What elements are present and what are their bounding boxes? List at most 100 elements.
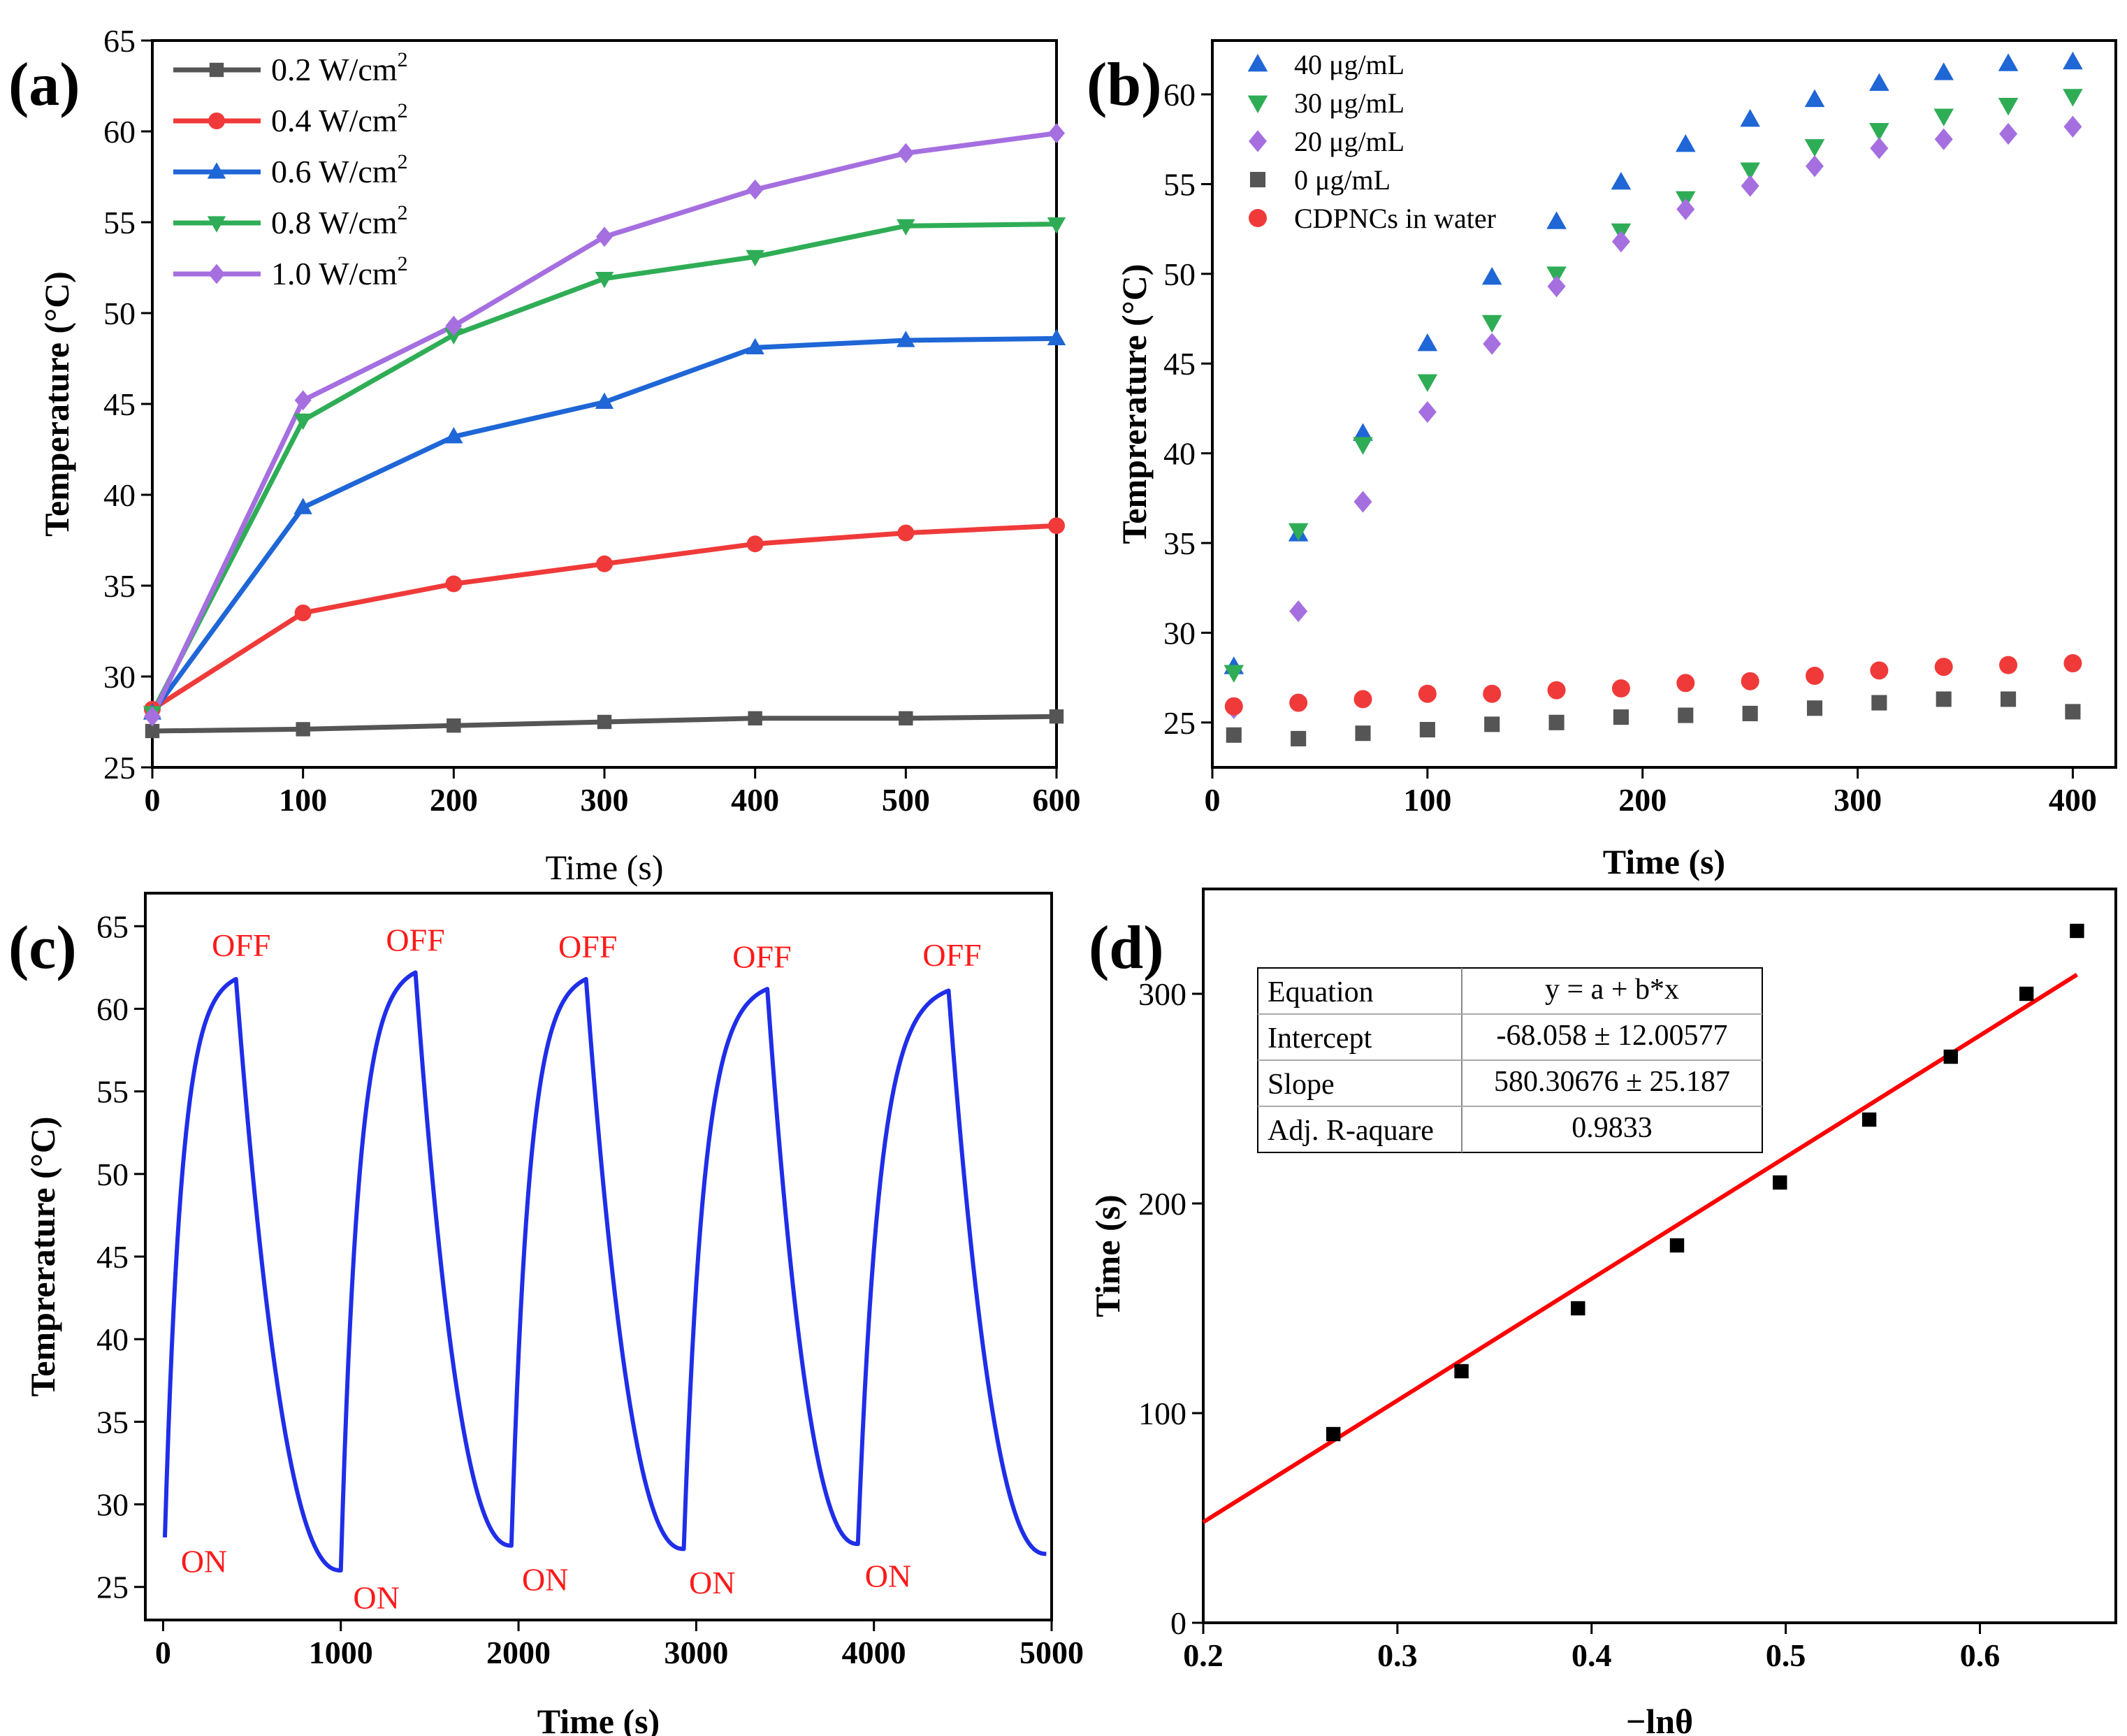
- x-tick-label: 0.6: [1960, 1637, 2001, 1673]
- cycle-annotation: ON: [181, 1543, 227, 1579]
- x-axis-title: Time (s): [537, 1702, 660, 1736]
- data-point-b-0: [1481, 267, 1502, 285]
- cycle-annotation: OFF: [558, 929, 617, 964]
- data-point-a-0: [145, 723, 160, 739]
- legend-label: 0 μg/mL: [1294, 164, 1391, 196]
- x-tick-label: 0.2: [1183, 1637, 1224, 1673]
- data-point-d: [1571, 1301, 1585, 1316]
- legend-marker: [207, 162, 226, 179]
- data-point-a-0: [1049, 709, 1064, 724]
- data-point-a-2: [444, 427, 463, 444]
- x-axis-title: −lnθ: [1626, 1702, 1693, 1736]
- data-point-b-2: [1289, 600, 1308, 623]
- y-tick-label: 60: [103, 114, 136, 150]
- data-point-b-1: [1224, 665, 1244, 683]
- data-point-a-3: [1047, 217, 1066, 234]
- y-tick-label: 55: [96, 1074, 129, 1110]
- data-point-b-1: [1546, 266, 1567, 284]
- data-point-b-2: [1547, 275, 1566, 298]
- data-point-b-4: [1999, 656, 2018, 674]
- fit-table-key: Intercept: [1268, 1022, 1372, 1055]
- data-point-a-4: [897, 143, 915, 164]
- data-point-b-4: [1741, 672, 1759, 690]
- x-tick-label: 300: [581, 782, 629, 818]
- y-tick-label: 30: [1163, 615, 1196, 651]
- data-point-b-0: [1998, 53, 2019, 71]
- legend-label: 0.4 W/cm2: [271, 99, 408, 138]
- data-point-a-4: [1048, 123, 1065, 143]
- cycle-annotation: OFF: [922, 937, 981, 973]
- legend-label-sup: 2: [398, 252, 408, 275]
- data-point-b-0: [1740, 109, 1760, 127]
- legend-label: CDPNCs in water: [1294, 203, 1496, 234]
- legend-marker: [1249, 209, 1267, 227]
- data-point-b-1: [1998, 98, 2019, 116]
- legend-marker: [1247, 95, 1268, 113]
- panel-label: (b): [1087, 51, 1162, 119]
- data-point-d: [1943, 1049, 1959, 1064]
- data-point-a-2: [746, 338, 764, 354]
- legend-label: 0.6 W/cm2: [271, 150, 408, 189]
- fit-table-value: y = a + b*x: [1545, 974, 1679, 1006]
- fit-table-value: 580.30676 ± 25.187: [1494, 1066, 1730, 1098]
- data-point-b-0: [1804, 89, 1825, 108]
- data-point-a-2: [595, 392, 614, 409]
- data-point-a-3: [293, 413, 312, 431]
- data-point-a-4: [294, 390, 312, 411]
- data-point-a-4: [144, 706, 161, 727]
- legend-label: 30 μg/mL: [1294, 87, 1404, 119]
- data-point-b-4: [1870, 661, 1889, 680]
- data-point-b-4: [1289, 693, 1308, 712]
- legend-label-text: 0.4 W/cm: [271, 103, 398, 138]
- x-tick-label: 0: [145, 782, 161, 818]
- y-tick-label: 50: [1163, 256, 1196, 292]
- legend-label-sup: 2: [398, 99, 408, 122]
- data-point-b-3: [1291, 730, 1307, 746]
- data-point-b-3: [1871, 695, 1887, 711]
- data-point-b-2: [1353, 491, 1372, 513]
- data-point-b-2: [1934, 128, 1953, 150]
- data-point-b-3: [1548, 714, 1565, 730]
- data-point-b-0: [1933, 62, 1954, 80]
- data-point-a-3: [896, 219, 915, 236]
- x-tick-label: 0: [1205, 782, 1221, 818]
- y-tick-label: 45: [1163, 346, 1196, 382]
- legend-marker: [1247, 54, 1268, 72]
- data-point-b-4: [1676, 674, 1695, 693]
- data-point-b-3: [1613, 709, 1629, 725]
- data-point-a-3: [444, 328, 463, 345]
- data-point-d: [1773, 1175, 1787, 1190]
- legend-label-sup: 2: [398, 150, 408, 173]
- cycle-annotation: OFF: [386, 923, 444, 958]
- legend-label-text: 0.2 W/cm: [271, 52, 398, 87]
- data-point-b-1: [1353, 437, 1373, 455]
- x-axis-title: Time (s): [545, 848, 663, 887]
- x-tick-label: 0: [155, 1635, 171, 1670]
- data-point-b-2: [1741, 175, 1759, 197]
- data-point-b-2: [1676, 198, 1695, 220]
- legend-label-text: 0.6 W/cm: [271, 154, 398, 189]
- data-point-a-2: [293, 498, 312, 514]
- data-point-b-3: [1742, 705, 1758, 722]
- data-point-b-0: [1611, 171, 1632, 190]
- data-point-b-2: [1611, 231, 1630, 253]
- data-point-b-0: [2063, 51, 2083, 70]
- y-tick-label: 35: [96, 1404, 129, 1440]
- data-point-a-3: [746, 249, 764, 267]
- data-point-b-1: [1417, 374, 1438, 392]
- data-point-b-4: [1224, 697, 1243, 716]
- fit-table-value: 0.9833: [1571, 1112, 1653, 1144]
- x-tick-label: 300: [1834, 782, 1882, 818]
- x-tick-label: 0.5: [1766, 1637, 1806, 1673]
- chart-a: 0 100 200 300 400 500 600 25 30 35 40 45 50 55 60 65 Tim…: [8, 23, 1081, 887]
- data-point-b-0: [1417, 333, 1438, 352]
- chart-d: 0.2 0.3 0.4 0.5 0.6 0 100 200 300 −lnθ Time (s) (d)…: [1088, 888, 2117, 1736]
- y-tick-label: 25: [96, 1570, 129, 1605]
- data-point-a-4: [746, 179, 764, 200]
- x-tick-label: 4000: [842, 1635, 906, 1670]
- data-point-a-0: [296, 722, 310, 737]
- y-tick-label: 65: [103, 23, 136, 59]
- plot-frame-b: [1211, 39, 2117, 769]
- x-tick-label: 400: [731, 782, 779, 818]
- legend-marker: [1249, 130, 1267, 152]
